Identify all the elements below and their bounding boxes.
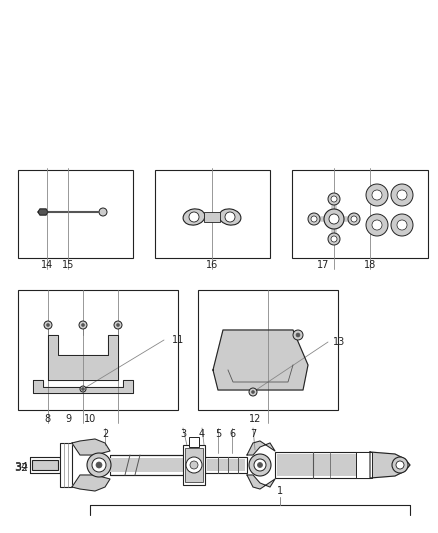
Polygon shape: [370, 452, 410, 478]
Circle shape: [189, 212, 199, 222]
Circle shape: [46, 324, 49, 327]
Text: 14: 14: [41, 260, 53, 270]
Circle shape: [81, 324, 85, 327]
Ellipse shape: [219, 209, 241, 225]
Bar: [204, 212, 220, 222]
Circle shape: [324, 209, 344, 229]
Circle shape: [391, 184, 413, 206]
Bar: [32, 460, 58, 470]
Circle shape: [44, 321, 52, 329]
Circle shape: [296, 333, 300, 337]
Circle shape: [96, 462, 102, 468]
Text: 13: 13: [333, 337, 345, 347]
Bar: [110, 458, 185, 472]
Text: 32: 32: [14, 463, 28, 473]
Text: 15: 15: [62, 260, 74, 270]
Circle shape: [351, 216, 357, 222]
Circle shape: [80, 386, 86, 392]
Polygon shape: [33, 380, 133, 393]
Circle shape: [311, 216, 317, 222]
Polygon shape: [48, 335, 118, 380]
Polygon shape: [247, 475, 275, 489]
Bar: [183, 445, 205, 485]
Circle shape: [251, 391, 254, 393]
Circle shape: [81, 387, 85, 391]
Polygon shape: [38, 209, 48, 215]
Bar: [205, 457, 247, 473]
Circle shape: [225, 212, 235, 222]
Text: 17: 17: [317, 260, 329, 270]
Circle shape: [329, 214, 339, 224]
Polygon shape: [72, 439, 110, 455]
Text: 9: 9: [65, 414, 71, 424]
Text: 8: 8: [44, 414, 50, 424]
Text: 34: 34: [14, 462, 28, 472]
Circle shape: [99, 208, 107, 216]
Bar: [207, 459, 245, 471]
Circle shape: [114, 321, 122, 329]
Circle shape: [117, 324, 120, 327]
Circle shape: [254, 459, 266, 471]
Text: 6: 6: [229, 429, 235, 439]
Text: 16: 16: [206, 260, 218, 270]
Circle shape: [391, 214, 413, 236]
Polygon shape: [213, 330, 308, 390]
Bar: [189, 437, 199, 447]
Bar: [275, 452, 370, 478]
Circle shape: [249, 454, 271, 476]
Circle shape: [328, 233, 340, 245]
Bar: [30, 457, 60, 473]
Text: 11: 11: [172, 335, 184, 345]
Circle shape: [249, 388, 257, 396]
Circle shape: [397, 220, 407, 230]
Circle shape: [258, 463, 262, 467]
Polygon shape: [247, 441, 275, 455]
Bar: [18, 170, 133, 258]
Bar: [110, 455, 185, 475]
Bar: [185, 448, 203, 482]
Circle shape: [396, 461, 404, 469]
Text: 5: 5: [215, 429, 221, 439]
Circle shape: [366, 184, 388, 206]
Circle shape: [308, 213, 320, 225]
Circle shape: [293, 330, 303, 340]
Text: 7: 7: [250, 429, 256, 439]
Text: 18: 18: [364, 260, 376, 270]
Circle shape: [397, 190, 407, 200]
Bar: [60, 443, 72, 487]
Circle shape: [87, 453, 111, 477]
Text: 10: 10: [84, 414, 96, 424]
Text: 4: 4: [199, 429, 205, 439]
Circle shape: [372, 190, 382, 200]
Circle shape: [328, 193, 340, 205]
Polygon shape: [72, 475, 110, 491]
Bar: [155, 170, 270, 258]
Bar: [356, 452, 372, 478]
Bar: [292, 170, 428, 258]
Bar: [18, 290, 178, 410]
Circle shape: [348, 213, 360, 225]
Circle shape: [190, 461, 198, 469]
Circle shape: [331, 236, 337, 242]
Text: 1: 1: [277, 486, 283, 496]
Circle shape: [372, 220, 382, 230]
Circle shape: [79, 321, 87, 329]
Circle shape: [331, 196, 337, 202]
Text: 2: 2: [102, 429, 108, 439]
Bar: [277, 454, 368, 476]
Text: 12: 12: [249, 414, 261, 424]
Text: 3: 3: [180, 429, 186, 439]
Circle shape: [392, 457, 408, 473]
Ellipse shape: [183, 209, 205, 225]
Bar: [198, 290, 338, 410]
Circle shape: [186, 457, 202, 473]
Circle shape: [92, 458, 106, 472]
Circle shape: [366, 214, 388, 236]
